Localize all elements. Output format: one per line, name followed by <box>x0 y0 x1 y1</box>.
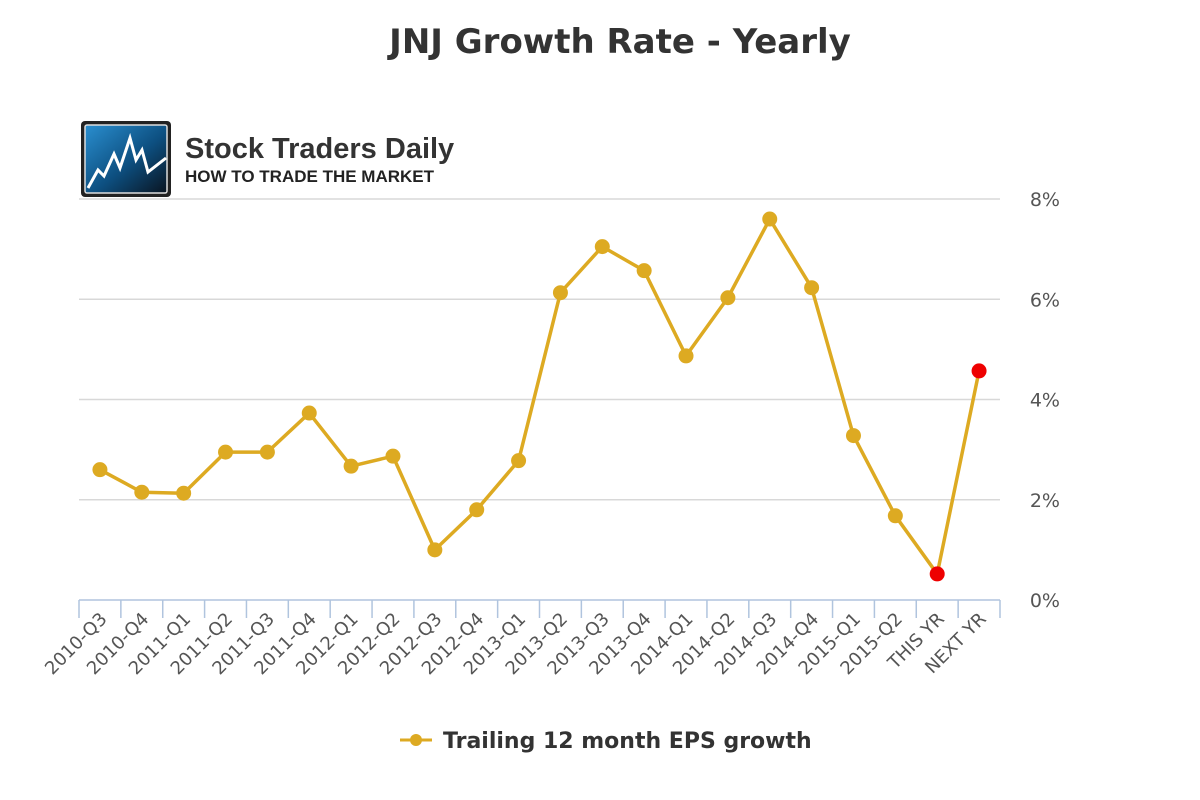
data-point[interactable] <box>552 285 568 301</box>
x-axis: 2010-Q32010-Q42011-Q12011-Q22011-Q32011-… <box>41 599 1001 679</box>
logo-name: Stock Traders Daily <box>185 133 454 165</box>
series-trailing-eps <box>92 211 987 582</box>
y-tick-label: 2% <box>1030 490 1060 512</box>
data-point[interactable] <box>720 290 736 306</box>
data-point[interactable] <box>259 444 275 460</box>
data-point[interactable] <box>385 448 401 464</box>
data-point[interactable] <box>218 444 234 460</box>
data-point[interactable] <box>929 566 945 582</box>
data-point[interactable] <box>134 484 150 500</box>
data-point[interactable] <box>971 363 987 379</box>
y-tick-label: 8% <box>1030 189 1060 211</box>
legend[interactable]: Trailing 12 month EPS growth <box>400 729 812 754</box>
data-point[interactable] <box>804 280 820 296</box>
data-point[interactable] <box>594 239 610 255</box>
y-tick-label: 0% <box>1030 590 1060 612</box>
y-tick-label: 6% <box>1030 289 1060 311</box>
gridlines <box>79 198 1000 501</box>
data-point[interactable] <box>845 428 861 444</box>
data-point[interactable] <box>427 542 443 558</box>
data-point[interactable] <box>511 453 527 469</box>
data-point[interactable] <box>176 485 192 501</box>
y-tick-label: 4% <box>1030 390 1060 412</box>
data-point[interactable] <box>762 211 778 227</box>
data-point[interactable] <box>678 348 694 364</box>
chart-title: JNJ Growth Rate - Yearly <box>389 22 851 62</box>
legend-marker <box>410 734 422 746</box>
data-point[interactable] <box>469 502 485 518</box>
data-point[interactable] <box>92 462 108 478</box>
data-point[interactable] <box>636 263 652 279</box>
data-point[interactable] <box>301 405 317 421</box>
series-line <box>99 217 981 576</box>
data-point[interactable] <box>343 458 359 474</box>
legend-label: Trailing 12 month EPS growth <box>443 729 812 754</box>
y-axis-labels: 0% 2% 4% 6% 8% <box>1030 189 1060 612</box>
logo-tagline: HOW TO TRADE THE MARKET <box>185 167 435 186</box>
data-point[interactable] <box>887 508 903 524</box>
stock-traders-daily-logo: Stock Traders Daily HOW TO TRADE THE MAR… <box>81 121 454 197</box>
